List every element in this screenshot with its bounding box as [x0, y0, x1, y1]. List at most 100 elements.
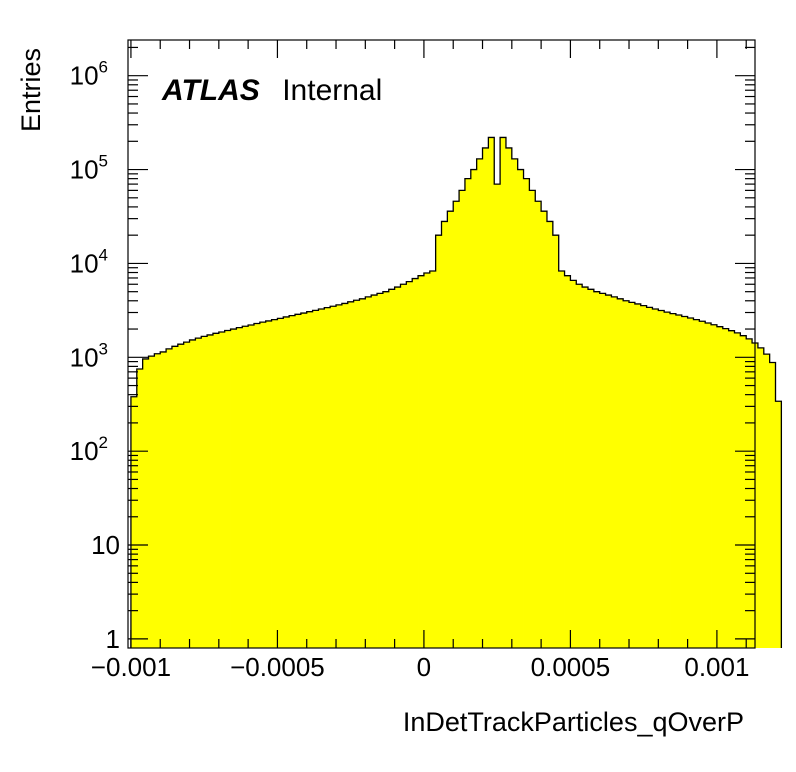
histogram-bin	[605, 295, 612, 648]
histogram-bin	[212, 333, 220, 648]
histogram-bin	[136, 369, 144, 648]
histogram-bin	[523, 178, 530, 648]
histogram-bin	[382, 291, 390, 648]
histogram-bin	[171, 346, 179, 648]
histogram-bin	[511, 158, 519, 648]
histogram-bin	[599, 293, 606, 648]
histogram-bin	[740, 335, 747, 648]
histogram-bin	[705, 322, 712, 648]
histogram-bin	[330, 306, 337, 648]
histogram-bin	[336, 304, 343, 648]
histogram-bin	[763, 354, 771, 648]
histogram-bin	[371, 295, 378, 648]
histogram-bin	[253, 323, 261, 648]
histogram-bin	[693, 319, 700, 648]
histogram-bin	[576, 284, 583, 648]
histogram-bin	[746, 338, 753, 648]
histogram-bin	[453, 201, 460, 648]
axis-ticks	[128, 40, 755, 648]
x-axis-title: InDetTrackParticles_qOverP	[403, 707, 744, 737]
histogram-bin	[142, 358, 149, 648]
histogram-bin	[494, 184, 501, 648]
histogram-bin	[412, 278, 419, 648]
y-tick-label: 10	[91, 530, 120, 560]
x-tick-label: −0.001	[91, 652, 171, 682]
histogram-bin	[552, 235, 560, 648]
tick-labels: −0.001 −0.0005 0 0.0005 0.001 1 10 102 103 104 105…	[70, 58, 750, 682]
histogram-bin	[728, 330, 735, 648]
histogram-bin	[312, 310, 319, 648]
x-tick-label: 0	[417, 652, 431, 682]
histogram-bin	[734, 332, 741, 648]
histogram-bin	[541, 211, 548, 648]
histogram-bin	[230, 329, 237, 648]
histogram-bin	[617, 298, 624, 648]
histogram-bin	[488, 137, 495, 649]
histogram-bin	[529, 190, 536, 648]
histogram-bin	[388, 289, 396, 648]
y-axis-title: Entries	[16, 48, 46, 132]
histogram-bin	[418, 275, 425, 648]
histogram-bin	[681, 316, 689, 648]
histogram-bin	[435, 235, 442, 648]
histogram-bin	[623, 300, 630, 648]
histogram-bin	[500, 137, 507, 649]
histogram-bin	[300, 313, 308, 648]
y-tick-label: 103	[70, 339, 108, 372]
histogram-bin	[289, 315, 296, 648]
histogram-bin	[447, 211, 454, 648]
histogram-bin	[670, 313, 677, 648]
histogram-bin	[664, 312, 671, 648]
histogram-bin	[201, 336, 208, 648]
histogram-bin	[711, 324, 718, 648]
histogram-outline	[130, 136, 783, 648]
histogram-bin	[377, 293, 384, 648]
histogram-bin	[183, 342, 190, 648]
y-tick-label: 106	[70, 58, 108, 91]
histogram-bin	[406, 281, 413, 648]
histogram-bin	[423, 273, 431, 648]
histogram-bin	[593, 291, 601, 648]
histogram-bin	[236, 327, 243, 648]
plot-frame	[127, 39, 756, 649]
histogram-bin	[248, 324, 255, 648]
histogram-bin	[459, 190, 466, 648]
x-tick-label: −0.0005	[230, 652, 325, 682]
atlas-label: ATLAS	[161, 74, 260, 107]
histogram-bin	[570, 280, 577, 648]
histogram-bin	[207, 334, 214, 648]
histogram-bin	[505, 147, 513, 648]
histogram-bin	[341, 303, 349, 648]
histogram-bin	[675, 315, 683, 648]
histogram-bin	[546, 221, 554, 649]
histogram-bin	[558, 271, 565, 648]
histogram-bin	[283, 316, 290, 648]
histogram-bin	[259, 322, 267, 648]
histogram-bin	[224, 330, 231, 648]
histogram-bin	[658, 310, 665, 648]
histogram-bin	[295, 314, 302, 648]
histogram-bin	[441, 221, 448, 649]
histogram-bin	[359, 298, 366, 648]
y-tick-label: 102	[70, 433, 108, 466]
histogram-bin	[687, 318, 694, 648]
histogram-bin	[464, 178, 472, 648]
atlas-status-label: Internal	[282, 74, 382, 107]
histogram-bin	[757, 347, 765, 648]
histogram-bin	[564, 275, 571, 648]
x-tick-label: 0.0005	[531, 652, 611, 682]
histogram-bin	[634, 303, 642, 648]
histogram-bin	[218, 331, 226, 648]
histogram-bin	[517, 169, 524, 649]
histogram-bin	[160, 351, 167, 648]
histogram-bin	[587, 289, 595, 648]
histogram-bin	[148, 356, 155, 648]
histogram-bin	[535, 201, 542, 648]
histogram-bin	[353, 300, 360, 648]
histogram-bin	[611, 296, 618, 648]
histogram-bin	[195, 338, 202, 648]
histogram-bin	[365, 296, 372, 648]
histogram-bin	[640, 305, 647, 648]
histogram-bin	[482, 147, 489, 648]
